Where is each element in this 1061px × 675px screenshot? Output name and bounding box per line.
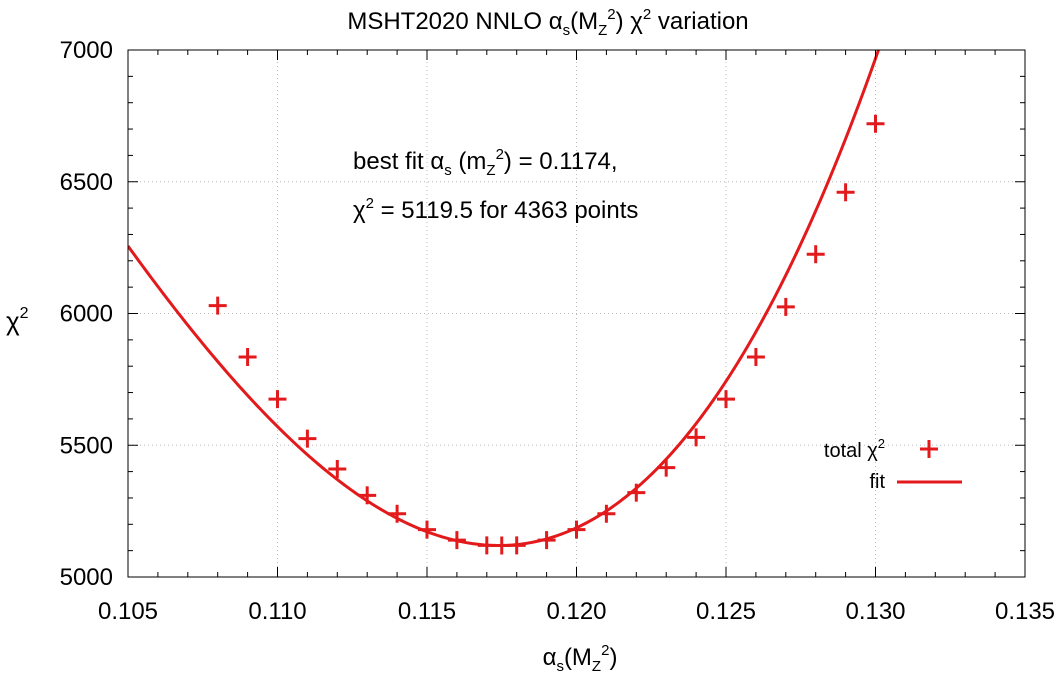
y-tick-label: 7000 xyxy=(60,37,113,64)
total-chi2-series xyxy=(208,114,885,555)
chi2-annotation: χ2 = 5119.5 for 4363 points xyxy=(353,195,638,224)
data-point xyxy=(657,458,676,477)
data-point xyxy=(866,114,885,133)
data-point xyxy=(328,459,347,478)
data-point xyxy=(268,390,287,409)
best-fit-annotation: best fit αs (mZ2) = 0.1174, xyxy=(353,146,618,179)
data-point xyxy=(238,347,257,366)
x-tick-label: 0.110 xyxy=(248,598,306,625)
data-point xyxy=(776,297,795,316)
legend-label-total-chi2: total χ2 xyxy=(824,436,885,462)
legend-label-fit: fit xyxy=(869,471,885,493)
x-tick-labels: 0.105 0.110 0.115 0.120 0.125 0.130 0.135 xyxy=(98,598,1055,625)
x-tick-label: 0.130 xyxy=(845,598,905,625)
data-point xyxy=(806,245,825,264)
y-tick-labels: 5000 5500 6000 6500 7000 xyxy=(60,37,113,591)
data-point xyxy=(717,390,735,409)
data-point xyxy=(627,483,646,502)
y-tick-label: 5500 xyxy=(60,432,113,459)
data-point xyxy=(687,428,706,447)
grid-lines xyxy=(128,50,1025,577)
y-tick-label: 6500 xyxy=(60,169,113,196)
y-axis-label: χ2 xyxy=(6,305,29,336)
x-tick-label: 0.105 xyxy=(98,598,158,625)
data-point xyxy=(836,183,855,202)
axis-ticks xyxy=(127,49,1026,578)
chart-title: MSHT2020 NNLO αs(MZ2) χ2 variation xyxy=(347,6,748,39)
data-point xyxy=(208,296,227,315)
y-tick-label: 5000 xyxy=(60,564,113,591)
data-point xyxy=(507,536,526,555)
x-tick-label: 0.120 xyxy=(546,598,606,625)
data-point xyxy=(298,429,317,448)
data-point xyxy=(447,531,466,550)
data-point xyxy=(388,504,407,523)
data-point xyxy=(358,486,377,505)
data-point xyxy=(567,520,586,539)
data-point xyxy=(746,347,765,366)
data-point xyxy=(418,520,436,539)
x-tick-label: 0.115 xyxy=(398,598,456,625)
x-tick-label: 0.135 xyxy=(995,598,1055,625)
data-point xyxy=(537,531,556,550)
legend-marker-plus xyxy=(920,440,938,458)
data-point xyxy=(597,504,616,523)
legend-marker-total-chi2 xyxy=(920,440,938,458)
x-axis-label: αs(MZ2) xyxy=(543,642,618,675)
x-tick-label: 0.125 xyxy=(696,598,756,625)
y-tick-label: 6000 xyxy=(60,301,113,328)
legend: total χ2 fit xyxy=(824,436,962,493)
